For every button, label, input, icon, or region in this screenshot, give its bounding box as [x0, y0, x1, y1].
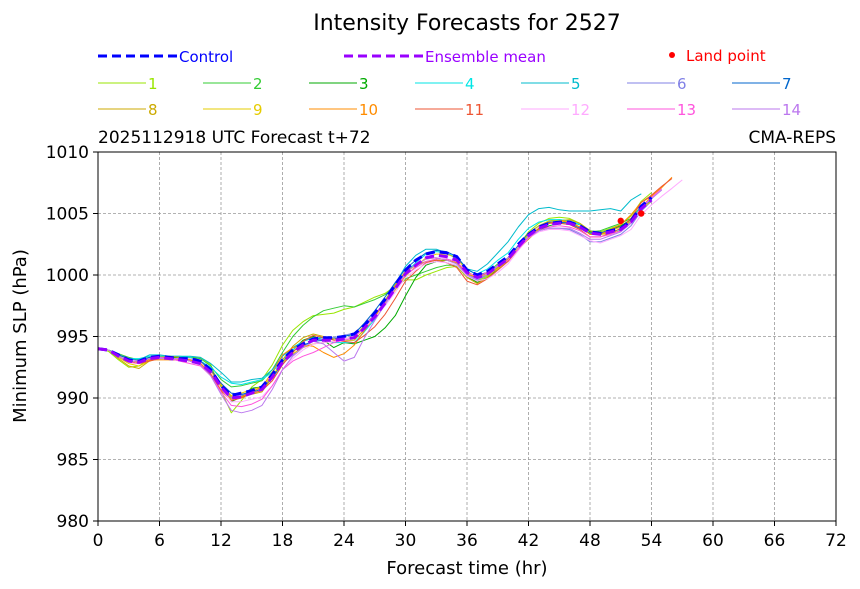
y-tick-label: 1000 [46, 266, 89, 286]
ensemble-mean-line [97, 198, 653, 400]
y-tick-label: 990 [57, 389, 89, 409]
land-point-marker [638, 210, 645, 217]
member-line-4 [97, 198, 652, 385]
y-axis-ticks: 980 985 990 995 1000 1005 1010 [46, 143, 98, 532]
grid [98, 152, 836, 521]
model-name-label: CMA-REPS [748, 128, 836, 148]
member-line-11 [97, 178, 673, 401]
legend-control-label: Control [179, 48, 233, 66]
x-tick-label: 24 [333, 531, 355, 551]
y-tick-label: 995 [57, 328, 89, 348]
x-tick-label: 54 [641, 531, 663, 551]
legend-ensemble-mean-label: Ensemble mean [425, 48, 546, 66]
y-axis-label: Minimum SLP (hPa) [10, 249, 31, 423]
y-tick-label: 1005 [46, 205, 89, 225]
x-tick-label: 30 [395, 531, 417, 551]
land-point-marker [617, 217, 624, 225]
legend-member-label-1: 1 [148, 75, 158, 93]
x-axis-label: Forecast time (hr) [386, 558, 547, 579]
x-tick-label: 36 [456, 531, 478, 551]
legend-member-label-8: 8 [148, 101, 158, 119]
x-tick-label: 42 [518, 531, 540, 551]
member-line-1 [97, 192, 652, 414]
x-tick-label: 12 [210, 531, 232, 551]
x-tick-label: 66 [764, 531, 786, 551]
y-tick-label: 1010 [46, 143, 89, 163]
forecast-info-label: 2025112918 UTC Forecast t+72 [98, 128, 371, 148]
x-tick-label: 0 [93, 531, 104, 551]
y-tick-label: 980 [57, 512, 89, 532]
series-layer [97, 176, 683, 414]
legend-land-point-label: Land point [686, 47, 766, 65]
x-tick-label: 72 [825, 531, 847, 551]
y-tick-label: 985 [57, 451, 89, 471]
legend-member-label-10: 10 [359, 101, 378, 119]
legend-member-label-14: 14 [782, 101, 801, 119]
x-axis-ticks: 0 6 12 18 24 30 36 42 48 54 60 66 72 [93, 521, 847, 551]
legend-member-label-5: 5 [571, 75, 581, 93]
legend-member-label-9: 9 [253, 101, 263, 119]
x-tick-label: 48 [579, 531, 601, 551]
legend-member-label-12: 12 [571, 101, 590, 119]
legend-member-label-2: 2 [253, 75, 263, 93]
x-tick-label: 18 [272, 531, 294, 551]
x-tick-label: 60 [702, 531, 724, 551]
legend-member-label-11: 11 [465, 101, 484, 119]
legend-member-label-3: 3 [359, 75, 369, 93]
chart-title: Intensity Forecasts for 2527 [313, 11, 621, 36]
legend-land-point-swatch [669, 52, 675, 58]
member-line-8 [97, 195, 652, 398]
legend-member-label-13: 13 [677, 101, 696, 119]
land-points-layer [617, 210, 645, 225]
legend-member-label-6: 6 [677, 75, 687, 93]
legend-member-label-7: 7 [782, 75, 792, 93]
legend-member-label-4: 4 [465, 75, 475, 93]
x-tick-label: 6 [154, 531, 165, 551]
